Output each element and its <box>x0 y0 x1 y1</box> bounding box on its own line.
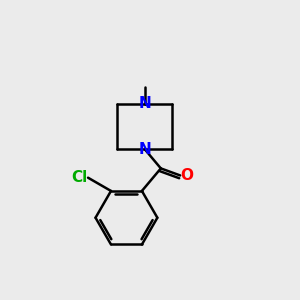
Text: N: N <box>138 96 151 111</box>
Text: Cl: Cl <box>72 170 88 185</box>
Text: N: N <box>138 142 151 157</box>
Text: O: O <box>180 168 193 183</box>
